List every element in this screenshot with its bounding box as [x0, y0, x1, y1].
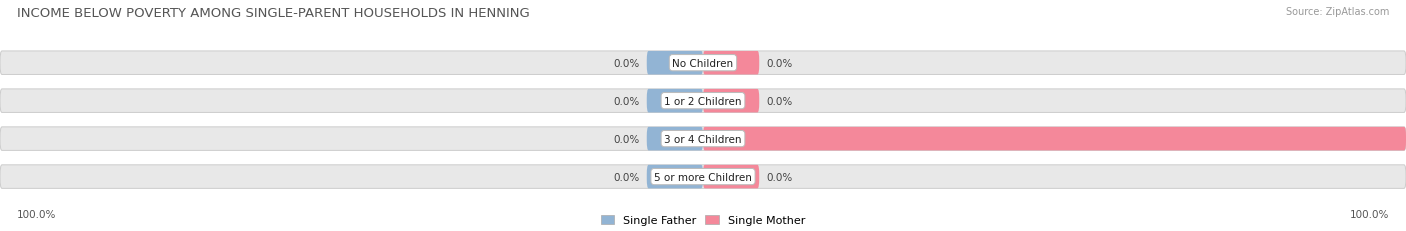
Text: 0.0%: 0.0% [613, 134, 640, 144]
Text: 1 or 2 Children: 1 or 2 Children [664, 96, 742, 106]
Text: 0.0%: 0.0% [766, 96, 793, 106]
Text: 5 or more Children: 5 or more Children [654, 172, 752, 182]
FancyBboxPatch shape [703, 127, 1406, 151]
FancyBboxPatch shape [647, 127, 703, 151]
FancyBboxPatch shape [0, 89, 1406, 113]
FancyBboxPatch shape [703, 165, 759, 188]
FancyBboxPatch shape [703, 52, 759, 75]
FancyBboxPatch shape [0, 127, 1406, 151]
FancyBboxPatch shape [647, 165, 703, 188]
Text: No Children: No Children [672, 58, 734, 68]
Text: 0.0%: 0.0% [766, 172, 793, 182]
Text: 0.0%: 0.0% [613, 96, 640, 106]
Text: 0.0%: 0.0% [613, 172, 640, 182]
Text: 100.0%: 100.0% [1350, 210, 1389, 219]
FancyBboxPatch shape [0, 52, 1406, 75]
FancyBboxPatch shape [703, 89, 759, 113]
FancyBboxPatch shape [0, 165, 1406, 188]
Text: 3 or 4 Children: 3 or 4 Children [664, 134, 742, 144]
Text: Source: ZipAtlas.com: Source: ZipAtlas.com [1285, 7, 1389, 17]
FancyBboxPatch shape [647, 52, 703, 75]
Legend: Single Father, Single Mother: Single Father, Single Mother [600, 215, 806, 225]
Text: 0.0%: 0.0% [613, 58, 640, 68]
Text: 0.0%: 0.0% [766, 58, 793, 68]
FancyBboxPatch shape [647, 89, 703, 113]
Text: INCOME BELOW POVERTY AMONG SINGLE-PARENT HOUSEHOLDS IN HENNING: INCOME BELOW POVERTY AMONG SINGLE-PARENT… [17, 7, 530, 20]
Text: 100.0%: 100.0% [17, 210, 56, 219]
